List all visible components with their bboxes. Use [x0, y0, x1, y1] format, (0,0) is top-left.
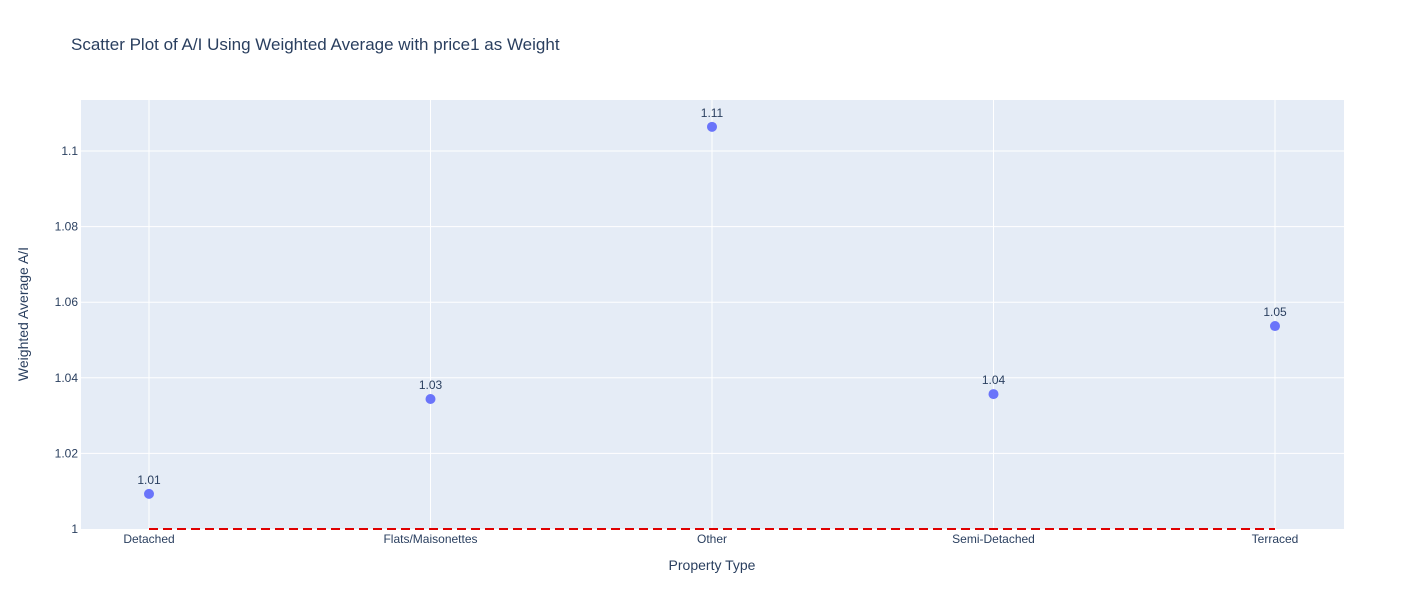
data-label: 1.11: [701, 106, 724, 120]
y-axis-title: Weighted Average A/I: [15, 247, 31, 381]
data-point: [144, 488, 154, 499]
data-label: 1.05: [1263, 305, 1287, 319]
x-axis-title: Property Type: [669, 557, 756, 573]
data-point: [425, 393, 436, 404]
gridlines: [81, 100, 1344, 529]
data-point: [988, 389, 999, 400]
x-tick-label: Detached: [123, 532, 174, 546]
data-point: [707, 121, 717, 132]
y-tick-label: 1.02: [55, 446, 79, 460]
x-tick-label: Terraced: [1252, 532, 1299, 546]
data-label: 1.03: [419, 378, 443, 392]
y-tick-label: 1.06: [55, 295, 79, 309]
y-tick-label: 1.1: [61, 144, 78, 158]
tick-labels: 1 1.02 1.04 1.06 1.08 1.1 Detached Flats/Maison…: [55, 144, 1299, 546]
x-tick-label: Flats/Maisonettes: [383, 532, 477, 546]
data-label: 1.01: [137, 473, 161, 487]
x-tick-label: Semi-Detached: [952, 532, 1035, 546]
data-point: [1270, 321, 1280, 332]
y-tick-label: 1.08: [55, 220, 79, 234]
y-tick-label: 1: [71, 522, 78, 536]
chart-title: Scatter Plot of A/I Using Weighted Avera…: [71, 35, 560, 54]
y-tick-label: 1.04: [55, 371, 79, 385]
data-label: 1.04: [982, 373, 1006, 387]
x-tick-label: Other: [697, 532, 727, 546]
data-points: 1.01 1.03 1.11 1.04 1.05: [137, 106, 1287, 499]
